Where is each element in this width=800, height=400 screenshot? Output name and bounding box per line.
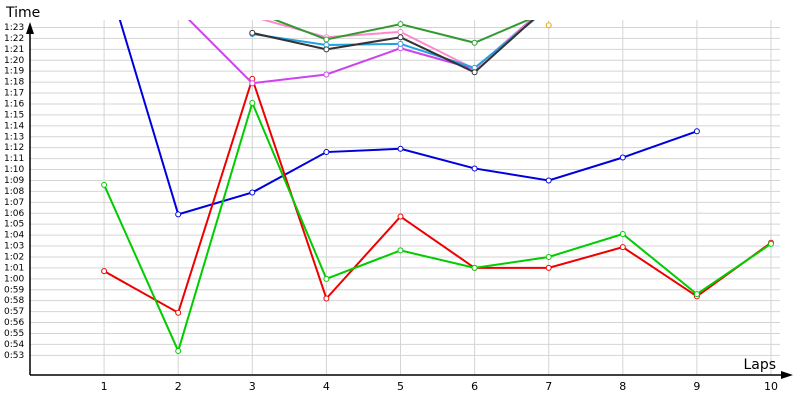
y-tick-label: 0:53 — [4, 351, 24, 361]
data-point — [249, 29, 256, 36]
data-point — [619, 231, 626, 238]
x-tick-label: 6 — [471, 380, 478, 393]
y-tick-label: 1:14 — [4, 121, 24, 131]
y-tick-label: 1:03 — [4, 242, 24, 252]
data-point — [175, 347, 182, 354]
x-tick-label: 5 — [397, 380, 404, 393]
y-tick-label: 1:23 — [4, 23, 24, 33]
y-tick-label: 1:07 — [4, 198, 24, 208]
y-tick-label: 1:08 — [4, 187, 24, 197]
data-point — [323, 36, 330, 43]
series-line — [103, 99, 772, 354]
data-point — [323, 71, 330, 78]
x-tick-label: 3 — [249, 380, 256, 393]
data-point — [397, 40, 404, 47]
data-point — [693, 291, 700, 298]
data-point — [323, 275, 330, 282]
data-point — [546, 3, 551, 8]
y-tick-label: 0:58 — [4, 296, 24, 306]
data-point — [619, 244, 626, 251]
y-tick-label: 0:57 — [4, 307, 24, 317]
data-point — [176, 6, 181, 11]
data-point — [545, 177, 552, 184]
y-tick-label: 1:11 — [4, 154, 24, 164]
x-tick-label: 4 — [323, 380, 330, 393]
data-point — [397, 28, 404, 35]
data-point — [101, 268, 108, 275]
y-tick-label: 0:59 — [4, 285, 24, 295]
data-point — [101, 181, 108, 188]
y-tick-label: 1:00 — [4, 274, 24, 284]
y-tick-label: 1:02 — [4, 252, 24, 262]
data-point — [397, 145, 404, 152]
y-tick-label: 1:12 — [4, 143, 24, 153]
x-axis-arrow — [781, 371, 793, 379]
y-tick-label: 1:04 — [4, 231, 24, 241]
data-point — [397, 247, 404, 254]
data-point — [471, 165, 478, 172]
data-point — [323, 46, 330, 53]
x-tick-label: 10 — [764, 380, 778, 393]
y-tick-label: 1:19 — [4, 67, 24, 77]
y-tick-label: 1:16 — [4, 99, 24, 109]
y-tick-label: 0:54 — [4, 340, 24, 350]
y-tick-label: 0:56 — [4, 318, 24, 328]
y-tick-label: 1:13 — [4, 132, 24, 142]
data-point — [546, 2, 551, 7]
data-point — [471, 264, 478, 271]
data-point — [768, 240, 774, 247]
x-tick-label: 9 — [693, 380, 700, 393]
y-tick-label: 1:10 — [4, 165, 24, 175]
y-tick-label: 1:09 — [4, 176, 24, 186]
data-point — [693, 128, 700, 135]
y-tick-label: 1:21 — [4, 45, 24, 55]
data-point — [546, 3, 551, 8]
y-tick-label: 1:01 — [4, 263, 24, 273]
data-point — [545, 253, 552, 260]
y-tick-label: 0:55 — [4, 329, 24, 339]
data-point — [471, 39, 478, 46]
series-line — [103, 75, 772, 315]
y-axis-title: Time — [5, 5, 40, 21]
data-point — [546, 9, 551, 14]
y-tick-label: 1:05 — [4, 220, 24, 230]
x-tick-label: 2 — [175, 380, 182, 393]
y-tick-label: 1:15 — [4, 110, 24, 120]
data-point — [323, 295, 330, 302]
data-point — [619, 154, 626, 161]
data-point — [546, 5, 551, 10]
data-point — [250, 9, 255, 14]
x-tick-label: 8 — [619, 380, 626, 393]
y-tick-label: 1:18 — [4, 78, 24, 88]
x-axis-title: Laps — [743, 357, 776, 373]
x-tick-label: 1 — [101, 380, 108, 393]
data-point — [323, 149, 330, 156]
data-point — [249, 189, 256, 196]
y-tick-label: 1:06 — [4, 209, 24, 219]
data-point — [397, 213, 404, 220]
y-tick-label: 1:22 — [4, 34, 24, 44]
data-point — [397, 34, 404, 41]
data-point — [397, 21, 404, 28]
data-point — [175, 211, 182, 218]
data-point — [175, 309, 182, 316]
y-tick-label: 1:17 — [4, 89, 24, 99]
x-tick-label: 7 — [545, 380, 552, 393]
y-tick-label: 1:20 — [4, 56, 24, 66]
data-point — [249, 80, 256, 87]
data-point — [545, 22, 552, 29]
data-point — [249, 99, 256, 106]
data-point — [471, 69, 478, 76]
data-point — [250, 14, 255, 19]
data-point — [545, 264, 552, 271]
y-axis-arrow — [26, 22, 34, 34]
